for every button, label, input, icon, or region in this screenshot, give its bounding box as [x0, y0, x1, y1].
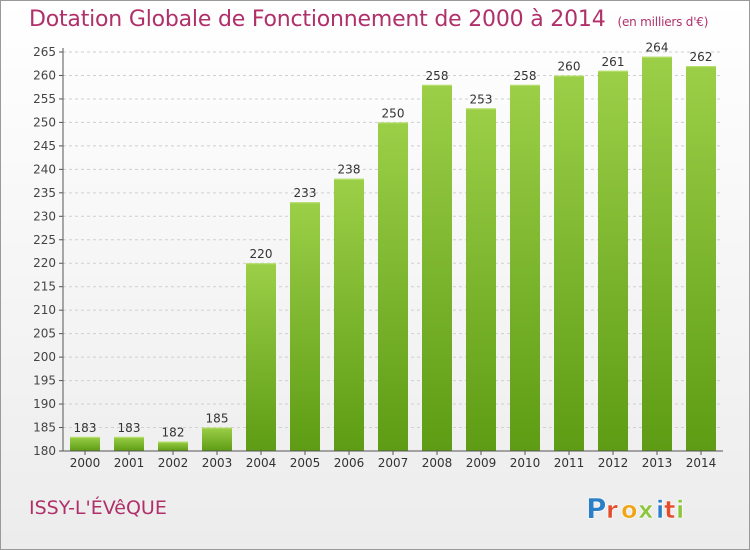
bar-2002 [158, 441, 188, 451]
x-tick-label: 2009 [466, 456, 497, 470]
bars: 183 183 182 185 220 233 238 250 258 253 258 260 261 2… [70, 41, 716, 452]
x-tick-label: 2005 [290, 456, 321, 470]
x-tick-label: 2013 [642, 456, 673, 470]
y-tick-label: 260 [33, 68, 56, 82]
y-tick-label: 215 [33, 280, 56, 294]
bar-2004 [246, 263, 276, 451]
bar-2003 [202, 427, 232, 451]
logo-letter: i [676, 496, 684, 524]
x-tick-label: 2014 [686, 456, 717, 470]
bar-2009 [466, 108, 496, 452]
data-label-2008: 258 [426, 69, 449, 83]
bar-2010 [510, 84, 540, 451]
y-tick-label: 225 [33, 233, 56, 247]
y-tick-label: 250 [33, 115, 56, 129]
logo-letter: t [664, 496, 675, 524]
y-tick-label: 230 [33, 209, 56, 223]
data-label-2006: 238 [338, 163, 361, 177]
y-tick-label: 185 [33, 421, 56, 435]
logo-letter: r [606, 496, 618, 524]
data-label-2002: 182 [162, 426, 185, 440]
bar-2012 [598, 70, 628, 451]
x-tick-label: 2010 [510, 456, 541, 470]
data-label-2004: 220 [250, 247, 273, 261]
commune-name: ISSY-L'ÉVêQUE [29, 497, 167, 519]
y-tick-label: 205 [33, 327, 56, 341]
x-tick-label: 2012 [598, 456, 629, 470]
y-tick-label: 235 [33, 186, 56, 200]
y-tick-label: 195 [33, 374, 56, 388]
unit-note: (en milliers d'€) [617, 15, 709, 29]
x-tick-label: 2008 [422, 456, 453, 470]
logo-letter: x [638, 496, 654, 524]
logo-letter: o [621, 496, 638, 524]
x-tick-label: 2004 [246, 456, 277, 470]
y-tick-label: 240 [33, 162, 56, 176]
data-label-2005: 233 [294, 186, 317, 200]
bar-2001 [114, 436, 144, 451]
x-tick-label: 2003 [202, 456, 233, 470]
x-tick-label: 2000 [70, 456, 101, 470]
chart-title-text: Dotation Globale de Fonctionnement de 20… [29, 7, 606, 32]
y-tick-label: 180 [33, 444, 56, 458]
y-tick-label: 255 [33, 92, 56, 106]
y-tick-label: 220 [33, 256, 56, 270]
logo-letter: i [656, 496, 664, 524]
bar-2013 [642, 56, 672, 451]
x-tick-label: 2001 [114, 456, 145, 470]
bar-2007 [378, 122, 408, 451]
y-tick-label: 200 [33, 350, 56, 364]
x-tick-label: 2011 [554, 456, 585, 470]
data-label-2007: 250 [382, 106, 405, 120]
x-tick-label: 2006 [334, 456, 365, 470]
data-label-2012: 261 [602, 55, 625, 69]
y-tick-label: 210 [33, 303, 56, 317]
bar-2006 [334, 178, 364, 451]
bar-2008 [422, 84, 452, 451]
bar-2005 [290, 202, 320, 451]
y-tick-label: 265 [33, 45, 56, 59]
bar-2014 [686, 66, 716, 452]
data-label-2009: 253 [470, 92, 493, 106]
data-label-2003: 185 [206, 412, 229, 426]
bar-2011 [554, 75, 584, 452]
data-label-2010: 258 [514, 69, 537, 83]
y-tick-label: 245 [33, 139, 56, 153]
data-label-2011: 260 [558, 59, 581, 73]
data-label-2001: 183 [118, 421, 141, 435]
data-label-2013: 264 [646, 41, 669, 55]
logo-letter: P [586, 492, 607, 525]
data-label-2014: 262 [690, 50, 713, 64]
data-label-2000: 183 [74, 421, 97, 435]
x-tick-label: 2007 [378, 456, 409, 470]
chart-title: Dotation Globale de Fonctionnement de 20… [29, 7, 708, 32]
bar-2000 [70, 436, 100, 451]
y-tick-label: 190 [33, 397, 56, 411]
x-tick-label: 2002 [158, 456, 189, 470]
axes: 180 185 190 195 200 205 210 215 220 225 230 235 240 2… [33, 45, 723, 470]
